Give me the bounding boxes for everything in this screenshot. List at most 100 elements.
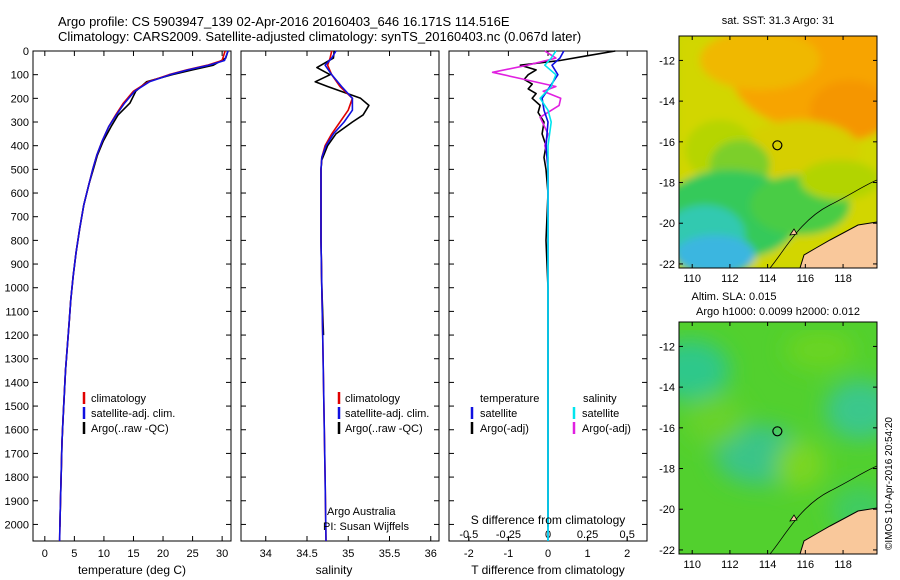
y-tick-label: 1100 (5, 306, 29, 318)
y-tick-label: 1800 (5, 472, 29, 484)
x2-tick-label: 0.25 (577, 529, 598, 541)
map-y-tick-label: -16 (659, 137, 675, 149)
x2-tick-label: -0.25 (496, 529, 521, 541)
sla-frame (678, 321, 878, 555)
x-tick-label: -1 (504, 548, 514, 560)
series-s-satellite (539, 50, 557, 541)
y-tick-label: 900 (11, 259, 29, 271)
salinity-xlabel: salinity (316, 563, 353, 577)
map-x-tick-label: 116 (797, 273, 815, 285)
map-x-tick-label: 118 (834, 559, 852, 571)
argo-location-marker (772, 140, 783, 151)
x2-tick-label: 0.5 (620, 529, 635, 541)
map-x-tick-label: 110 (683, 559, 701, 571)
y-tick-label: 300 (11, 117, 29, 129)
salinity-lines (314, 50, 370, 542)
sst-frame (678, 35, 878, 269)
y-tick-label: 800 (11, 235, 29, 247)
x-tick-label: 2 (624, 548, 630, 560)
legend-t-argo: Argo(-adj) (480, 423, 529, 435)
legend-salinity-heading: salinity (583, 393, 617, 405)
sla-ticks: 110 112 114 116 118 -12 -14 -16 -18 -20 -22 (659, 322, 877, 571)
sst-title: sat. SST: 31.3 Argo: 31 (722, 15, 835, 27)
sst-field (679, 36, 877, 268)
map-y-tick-label: -18 (659, 178, 675, 190)
x-tick-label: 1 (585, 548, 591, 560)
legend-argo: Argo(..raw -QC) (91, 423, 169, 435)
argo-location-marker (772, 426, 783, 437)
legend-climatology: climatology (345, 393, 401, 405)
legend-s-argo: Argo(-adj) (582, 423, 631, 435)
legend-argo: Argo(..raw -QC) (345, 423, 423, 435)
difference-xlabel: T difference from climatology (471, 563, 625, 577)
legend-s-satellite: satellite (582, 408, 619, 420)
difference-legend: temperature satellite Argo(-adj) salinit… (470, 393, 631, 435)
annotation-argo-australia: Argo Australia (327, 506, 396, 518)
annotation-pi: PI: Susan Wijffels (323, 521, 409, 533)
legend-climatology: climatology (91, 393, 147, 405)
map-x-tick-label: 114 (759, 273, 777, 285)
map-y-tick-label: -22 (659, 545, 675, 557)
x-tick-label: 35.5 (379, 548, 400, 560)
sst-ticks: 110 112 114 116 118 -12 -14 -16 -18 -20 -22 (659, 36, 877, 285)
temperature-legend: climatology satellite-adj. clim. Argo(..… (82, 392, 175, 435)
sla-field (679, 322, 877, 554)
y-tick-label: 0 (23, 46, 29, 58)
x-tick-label: 20 (157, 548, 169, 560)
map-y-tick-label: -22 (659, 259, 675, 271)
x-tick-label: 35 (342, 548, 354, 560)
salinity-x-ticks: 34 34.5 35 35.5 36 (260, 51, 437, 560)
sla-map-panel: Altim. SLA: 0.015 Argo h1000: 0.0099 h20… (659, 291, 878, 571)
y-tick-label: 1300 (5, 354, 29, 366)
difference-y-ticks (449, 50, 647, 525)
x-tick-label: 15 (127, 548, 139, 560)
sla-subtitle: Argo h1000: 0.0099 h2000: 0.012 (696, 306, 860, 318)
x-tick-label: 5 (71, 548, 77, 560)
temperature-xlabel: temperature (deg C) (78, 563, 186, 577)
salinity-panel: 34 34.5 35 35.5 36 salinity climatology sate… (240, 50, 440, 577)
map-x-tick-label: 114 (759, 559, 777, 571)
y-tick-label: 200 (11, 93, 29, 105)
map-y-tick-label: -12 (659, 341, 675, 353)
depth-ticks: 0 100 200 300 400 500 600 700 800 900 1000 1100 1200… (5, 46, 231, 531)
y-tick-label: 1000 (5, 283, 29, 295)
series-satellite-adj (320, 50, 354, 542)
y-tick-label: 100 (11, 70, 29, 82)
y-tick-label: 1700 (5, 448, 29, 460)
map-x-tick-label: 110 (683, 273, 701, 285)
x-tick-label: 0 (42, 548, 48, 560)
salinity-axes-box (240, 50, 440, 542)
map-y-tick-label: -12 (659, 55, 675, 67)
salinity-legend: climatology satellite-adj. clim. Argo(..… (337, 392, 429, 435)
temperature-panel: 0100200300400500600700800900100011001200… (5, 46, 232, 577)
y-tick-label: 700 (11, 212, 29, 224)
difference-lines (491, 50, 616, 541)
map-y-tick-label: -18 (659, 464, 675, 476)
difference-panel: -2 -1 0 1 2 -0.5 -0.25 0 0.25 0.5 S difference f… (448, 50, 648, 577)
map-y-tick-label: -14 (659, 382, 675, 394)
map-y-tick-label: -16 (659, 423, 675, 435)
legend-t-satellite: satellite (480, 408, 517, 420)
x-tick-label: -2 (464, 548, 474, 560)
y-tick-label: 400 (11, 141, 29, 153)
temperature-x-ticks: 0 5 10 15 20 25 30 (42, 51, 228, 560)
map-y-tick-label: -14 (659, 96, 675, 108)
legend-satellite-adj: satellite-adj. clim. (91, 408, 175, 420)
y-tick-label: 1500 (5, 401, 29, 413)
sla-title: Altim. SLA: 0.015 (692, 291, 777, 303)
map-x-tick-label: 116 (797, 559, 815, 571)
x-tick-label: 34.5 (296, 548, 317, 560)
y-tick-label: 500 (11, 164, 29, 176)
difference-x2label: S difference from climatology (471, 513, 626, 527)
salinity-y-ticks (241, 50, 439, 525)
y-tick-label: 600 (11, 188, 29, 200)
map-x-tick-label: 112 (721, 273, 739, 285)
x-tick-label: 36 (425, 548, 437, 560)
series-satellite-adj (58, 50, 229, 542)
map-y-tick-label: -20 (659, 504, 675, 516)
x-tick-label: 25 (186, 548, 198, 560)
x2-tick-label: -0.5 (459, 529, 478, 541)
legend-temperature-heading: temperature (480, 393, 539, 405)
legend-satellite-adj: satellite-adj. clim. (345, 408, 429, 420)
